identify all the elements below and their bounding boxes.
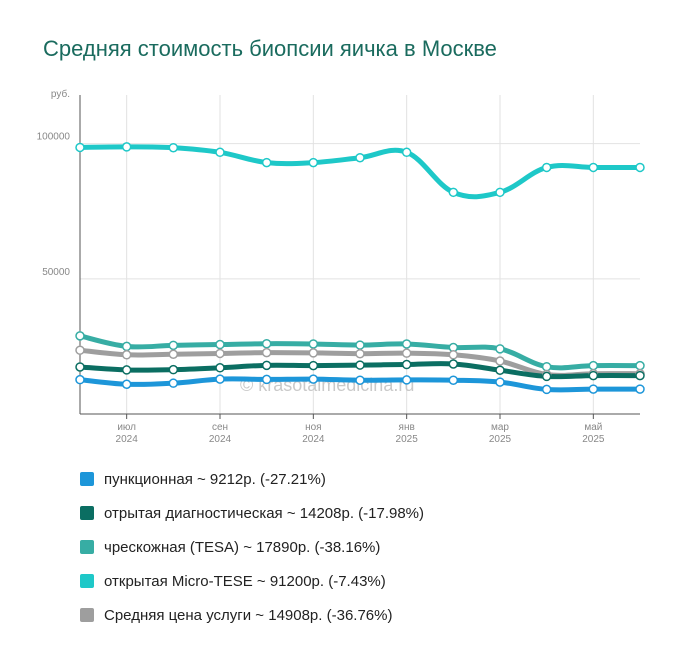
data-point[interactable] [448, 187, 459, 198]
data-point[interactable] [121, 350, 132, 360]
data-point[interactable] [541, 361, 552, 372]
data-point[interactable] [168, 349, 179, 360]
x-tick-year: 2024 [116, 434, 139, 445]
x-tick-year: 2024 [209, 434, 232, 445]
data-point[interactable] [261, 374, 272, 385]
data-point[interactable] [448, 350, 459, 360]
data-point[interactable] [261, 157, 272, 168]
data-point[interactable] [355, 152, 365, 163]
chart-legend: пункционная ~ 9212р. (-27.21%) отрытая ди… [80, 462, 424, 632]
legend-label: чрескожная (TESA) ~ 17890р. (-38.16%) [104, 538, 381, 556]
data-point[interactable] [215, 348, 225, 359]
data-point[interactable] [448, 375, 459, 385]
data-point[interactable] [588, 370, 599, 381]
x-tick-year: 2025 [396, 434, 419, 445]
data-point[interactable] [448, 359, 459, 369]
data-point[interactable] [541, 162, 552, 173]
legend-label: пункционная ~ 9212р. (-27.21%) [104, 470, 326, 488]
data-point[interactable] [355, 340, 365, 350]
line-chart: 50000100000руб.июл2024сен2024ноя2024янв2… [37, 88, 645, 445]
data-point[interactable] [168, 142, 179, 153]
data-point[interactable] [401, 359, 412, 370]
data-point[interactable] [168, 340, 179, 351]
x-tick-month: май [584, 422, 602, 433]
data-point[interactable] [215, 147, 225, 158]
x-tick-month: сен [212, 422, 228, 433]
data-point[interactable] [121, 379, 132, 390]
x-tick-year: 2025 [582, 434, 605, 445]
data-point[interactable] [588, 162, 599, 173]
data-point[interactable] [588, 360, 599, 371]
legend-label: открытая Micro-TESE ~ 91200р. (-7.43%) [104, 572, 386, 590]
y-unit-label: руб. [51, 88, 70, 100]
x-tick-year: 2025 [489, 434, 512, 445]
legend-label: Средняя цена услуги ~ 14908р. (-36.76%) [104, 606, 393, 624]
data-point[interactable] [121, 142, 132, 152]
legend-label: отрытая диагностическая ~ 14208р. (-17.9… [104, 504, 425, 522]
legend-swatch [80, 540, 94, 554]
data-point[interactable] [495, 356, 505, 366]
data-point[interactable] [355, 348, 365, 359]
data-point[interactable] [308, 157, 319, 168]
chart-title: Средняя стоимость биопсии яичка в Москве [43, 36, 497, 61]
x-tick-month: июл [117, 422, 136, 433]
legend-item[interactable]: Средняя цена услуги ~ 14908р. (-36.76%) [80, 598, 424, 632]
data-point[interactable] [635, 162, 645, 173]
data-point[interactable] [401, 348, 412, 358]
x-tick-month: ноя [305, 422, 322, 433]
data-point[interactable] [75, 345, 85, 355]
x-tick-month: янв [399, 422, 415, 433]
data-point[interactable] [215, 374, 225, 384]
data-point[interactable] [308, 360, 319, 371]
data-point[interactable] [308, 348, 319, 358]
data-point[interactable] [401, 339, 412, 349]
data-point[interactable] [168, 378, 179, 388]
y-tick-label: 100000 [37, 132, 71, 143]
data-point[interactable] [401, 147, 412, 158]
data-point[interactable] [495, 365, 505, 375]
data-point[interactable] [355, 360, 365, 370]
data-point[interactable] [121, 365, 132, 375]
data-point[interactable] [635, 360, 645, 371]
data-point[interactable] [75, 374, 85, 385]
legend-swatch [80, 574, 94, 588]
data-point[interactable] [355, 375, 365, 385]
data-point[interactable] [261, 338, 272, 349]
legend-item[interactable]: пункционная ~ 9212р. (-27.21%) [80, 462, 424, 496]
data-point[interactable] [261, 347, 272, 358]
data-point[interactable] [261, 360, 272, 371]
chart-points [75, 142, 645, 395]
data-point[interactable] [75, 142, 85, 153]
data-point[interactable] [401, 375, 412, 385]
data-point[interactable] [75, 331, 85, 341]
legend-swatch [80, 608, 94, 622]
data-point[interactable] [635, 384, 645, 394]
x-tick-year: 2024 [302, 434, 325, 445]
data-point[interactable] [541, 384, 552, 395]
data-point[interactable] [495, 377, 505, 387]
legend-item[interactable]: открытая Micro-TESE ~ 91200р. (-7.43%) [80, 564, 424, 598]
legend-swatch [80, 506, 94, 520]
data-point[interactable] [121, 341, 132, 352]
legend-item[interactable]: отрытая диагностическая ~ 14208р. (-17.9… [80, 496, 424, 530]
data-point[interactable] [215, 363, 225, 373]
data-point[interactable] [308, 339, 319, 349]
data-point[interactable] [635, 370, 645, 381]
legend-item[interactable]: чрескожная (TESA) ~ 17890р. (-38.16%) [80, 530, 424, 564]
data-point[interactable] [495, 187, 505, 198]
data-point[interactable] [75, 362, 85, 372]
data-point[interactable] [588, 384, 599, 394]
data-point[interactable] [308, 374, 319, 384]
data-point[interactable] [168, 364, 179, 375]
data-point[interactable] [215, 339, 225, 350]
y-tick-label: 50000 [42, 267, 70, 278]
data-point[interactable] [495, 344, 505, 354]
legend-swatch [80, 472, 94, 486]
data-point[interactable] [541, 371, 552, 382]
x-tick-month: мар [491, 422, 509, 433]
